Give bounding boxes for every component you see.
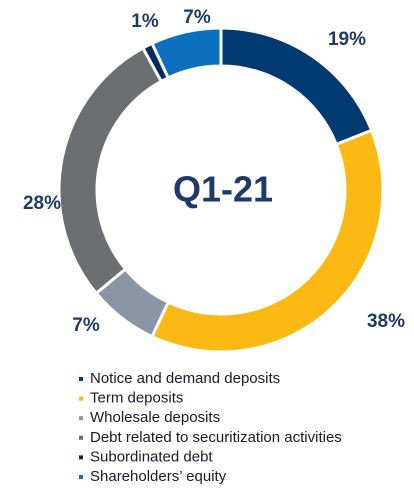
legend-label: Term deposits	[90, 390, 183, 407]
data-label: 28%	[23, 193, 61, 214]
donut-segment	[150, 26, 223, 80]
legend-swatch	[79, 416, 83, 421]
legend-swatch	[79, 377, 83, 381]
legend-swatch	[79, 396, 83, 401]
donut-segment	[57, 46, 164, 296]
data-label: 19%	[328, 29, 366, 50]
legend-label: Shareholders’ equity	[90, 468, 227, 485]
data-label: 7%	[183, 7, 211, 28]
center-label: Q1-21	[173, 169, 273, 210]
legend-label: Wholesale deposits	[90, 409, 220, 426]
donut-segment	[150, 128, 385, 354]
legend-swatch	[79, 455, 83, 460]
legend-swatch	[79, 475, 83, 479]
data-label: 38%	[367, 311, 405, 332]
legend-label: Debt related to securitization activitie…	[90, 429, 342, 446]
legend-label: Notice and demand deposits	[90, 370, 280, 387]
data-label: 7%	[72, 315, 100, 336]
legend-label: Subordinated debt	[90, 448, 213, 465]
legend-swatch	[79, 435, 83, 440]
data-label: 1%	[131, 11, 159, 32]
